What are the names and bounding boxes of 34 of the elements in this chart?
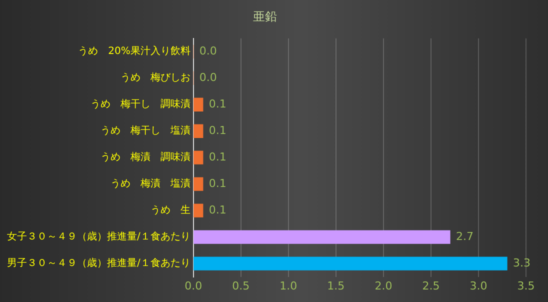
bar <box>194 177 204 191</box>
chart-title: 亜鉛 <box>253 9 277 24</box>
y-tick-label: うめ 梅漬 調味漬 <box>100 151 190 164</box>
data-label: 2.7 <box>456 230 474 243</box>
y-tick-label: 男子３０～４９（歳）推進量/１食あたり <box>6 257 190 270</box>
x-tick-label: 1.0 <box>280 279 298 292</box>
y-tick-label: うめ 生 <box>150 204 190 216</box>
x-tick-label: 3.0 <box>470 279 488 292</box>
y-tick-label: うめ 梅漬 塩漬 <box>110 178 190 190</box>
data-label: 0.0 <box>199 44 217 58</box>
bar <box>194 124 204 138</box>
data-label: 0.1 <box>208 124 226 137</box>
data-label: 0.1 <box>208 176 226 190</box>
data-label: 3.3 <box>512 256 530 270</box>
bar <box>194 204 204 218</box>
data-label: 0.1 <box>208 150 226 164</box>
x-tick-label: 0.0 <box>184 279 202 292</box>
x-tick-label: 0.5 <box>232 279 250 292</box>
x-tick-label: 3.5 <box>517 279 535 292</box>
y-tick-label: うめ 梅干し 塩漬 <box>100 124 190 137</box>
data-label: 0.1 <box>208 97 226 110</box>
bar <box>194 150 204 164</box>
bar <box>194 256 508 270</box>
data-label: 0.0 <box>199 70 217 84</box>
x-tick-label: 2.5 <box>422 279 440 292</box>
x-tick-label: 2.0 <box>374 279 392 292</box>
x-tick-label: 1.5 <box>327 279 345 292</box>
y-tick-label: うめ 梅干し 調味漬 <box>90 98 190 110</box>
bar <box>194 98 204 112</box>
y-tick-label: 女子３０～４９（歳）推進量/１食あたり <box>6 230 190 243</box>
bar <box>194 230 450 244</box>
data-label: 0.1 <box>208 203 226 216</box>
y-tick-label: うめ 梅びしお <box>120 72 190 84</box>
y-tick-label: うめ 20%果汁入り飲料 <box>78 45 190 58</box>
